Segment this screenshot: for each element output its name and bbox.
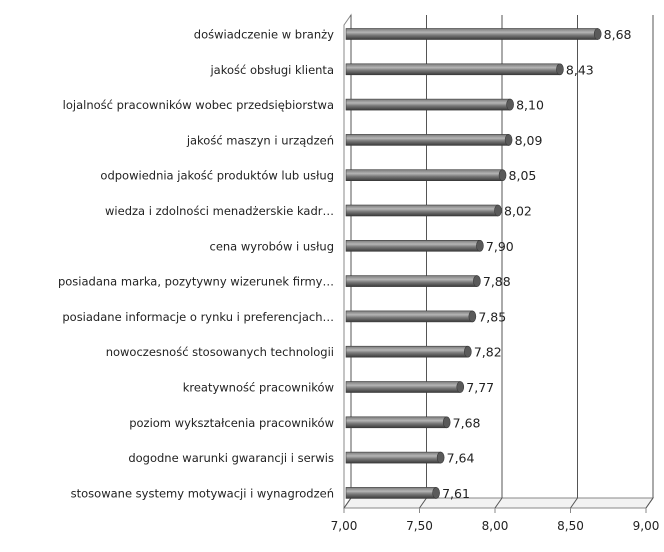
bar-end-cap — [498, 169, 507, 181]
bar — [345, 275, 478, 287]
bar — [345, 310, 473, 323]
bar-end-cap — [436, 451, 445, 464]
data-label: 8,02 — [504, 204, 532, 219]
category-label: stosowane systemy motywacji i wynagrodze… — [71, 486, 334, 500]
category-label: jakość maszyn i urządzeń — [186, 133, 334, 147]
tick-label: 7,00 — [331, 519, 358, 533]
data-label: 8,09 — [515, 133, 543, 148]
data-label: 8,10 — [516, 98, 544, 113]
data-label: 7,77 — [466, 380, 494, 395]
bar — [345, 487, 437, 499]
bar — [345, 63, 561, 76]
bar-end-cap — [506, 98, 514, 111]
data-label: 7,85 — [478, 309, 506, 324]
data-label: 8,05 — [509, 168, 537, 183]
gridline-floor — [570, 497, 578, 509]
category-label: poziom wykształcenia pracowników — [129, 416, 334, 430]
category-label: odpowiednia jakość produktów lub usług — [100, 169, 334, 183]
data-label: 8,68 — [604, 27, 632, 42]
data-label: 7,90 — [486, 239, 514, 254]
category-label: dogodne warunki gwarancji i serwis — [128, 451, 334, 465]
category-label: posiadana marka, pozytywny wizerunek fir… — [58, 275, 334, 289]
data-label: 7,88 — [483, 274, 511, 289]
labels-layer: 7,00 7,50 8,00 8,50 9,00 8,68 doświadczenie w … — [58, 27, 659, 533]
bar-end-cap — [504, 134, 513, 146]
category-label: jakość obsługi klienta — [209, 63, 334, 77]
bar-end-cap — [494, 204, 502, 217]
tick-label: 9,00 — [633, 519, 660, 533]
category-label: nowoczesność stosowanych technologii — [106, 345, 334, 359]
gridline-floor — [419, 497, 427, 509]
bar — [345, 98, 511, 111]
data-label: 7,68 — [453, 415, 481, 430]
grid-layer — [343, 13, 654, 513]
bar — [345, 416, 447, 429]
bar-end-cap — [473, 275, 481, 287]
gridline-floor — [645, 497, 654, 509]
bar — [345, 134, 509, 146]
bar-end-cap — [468, 310, 477, 323]
bar — [345, 169, 503, 181]
data-label: 7,64 — [447, 451, 475, 466]
bar-end-cap — [593, 28, 602, 40]
data-label: 7,82 — [474, 345, 502, 360]
category-label: doświadczenie w branży — [194, 28, 334, 42]
bars-layer — [345, 28, 602, 499]
bar-end-cap — [556, 63, 564, 76]
value-axis-wall — [343, 13, 352, 508]
tick-label: 7,50 — [406, 519, 433, 533]
category-label: wiedza i zdolności menadżerskie kadr… — [105, 204, 334, 218]
gridline-floor — [343, 497, 352, 509]
bar-end-cap — [476, 240, 484, 252]
gridline-floor — [494, 497, 503, 509]
bar-end-cap — [442, 416, 451, 429]
category-label: kreatywność pracowników — [183, 381, 334, 395]
data-label: 7,61 — [442, 486, 470, 501]
bar — [345, 204, 499, 217]
data-label: 8,43 — [566, 62, 594, 77]
bar — [345, 381, 461, 393]
bar — [345, 451, 441, 464]
tick-label: 8,50 — [557, 519, 584, 533]
category-label: lojalność pracowników wobec przedsiębior… — [63, 98, 334, 112]
bar — [345, 240, 481, 252]
bar-end-cap — [432, 487, 440, 499]
bar-end-cap — [464, 345, 472, 358]
category-label: posiadane informacje o rynku i preferenc… — [62, 310, 334, 324]
category-label: cena wyrobów i usług — [210, 239, 335, 253]
bar — [345, 345, 469, 358]
bar-end-cap — [456, 381, 465, 393]
bar — [345, 28, 598, 40]
tick-label: 8,00 — [482, 519, 509, 533]
